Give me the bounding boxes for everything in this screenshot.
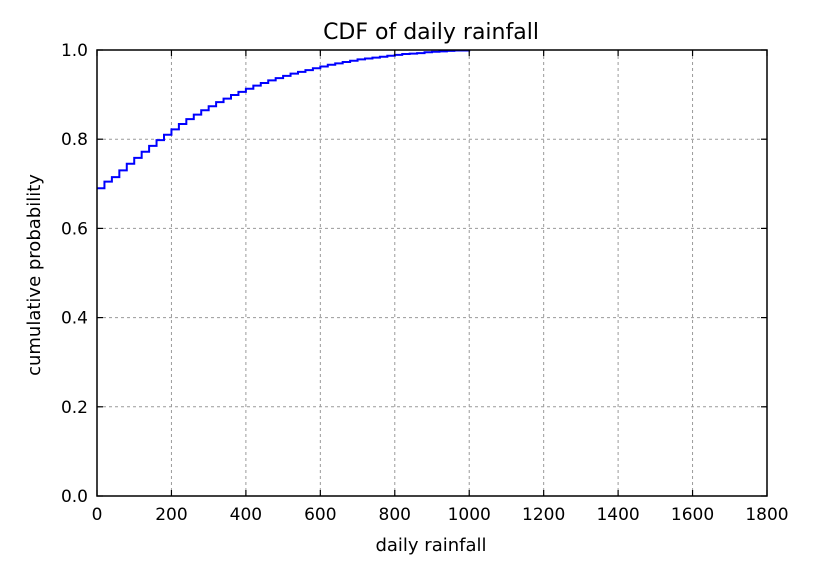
y-axis-ticks: 0.0 0.2 0.4 0.6 0.8 1.0 xyxy=(61,41,767,507)
x-tick-label: 1000 xyxy=(448,505,491,525)
y-tick-label: 0.8 xyxy=(61,130,88,150)
x-axis-label: daily rainfall xyxy=(375,535,486,556)
x-tick-label: 400 xyxy=(230,505,262,525)
chart-title: CDF of daily rainfall xyxy=(323,20,539,45)
x-axis-ticks: 0 200 400 600 800 1000 1200 1400 1600 1800 xyxy=(92,50,789,525)
x-tick-label: 800 xyxy=(379,505,411,525)
x-tick-label: 200 xyxy=(155,505,187,525)
x-tick-label: 1800 xyxy=(745,505,788,525)
y-tick-label: 0.4 xyxy=(61,309,88,329)
y-tick-label: 0.6 xyxy=(61,219,88,239)
gridlines xyxy=(96,49,768,497)
y-tick-label: 1.0 xyxy=(61,41,88,61)
y-axis-label: cumulative probability xyxy=(24,174,45,376)
y-tick-label: 0.2 xyxy=(61,398,88,418)
x-tick-label: 1400 xyxy=(596,505,639,525)
x-tick-label: 600 xyxy=(304,505,336,525)
x-tick-label: 0 xyxy=(92,505,103,525)
x-tick-label: 1600 xyxy=(671,505,714,525)
cdf-series-line xyxy=(97,49,471,190)
y-tick-label: 0.0 xyxy=(61,487,88,507)
plot-area-frame xyxy=(96,49,768,497)
x-tick-label: 1200 xyxy=(522,505,565,525)
